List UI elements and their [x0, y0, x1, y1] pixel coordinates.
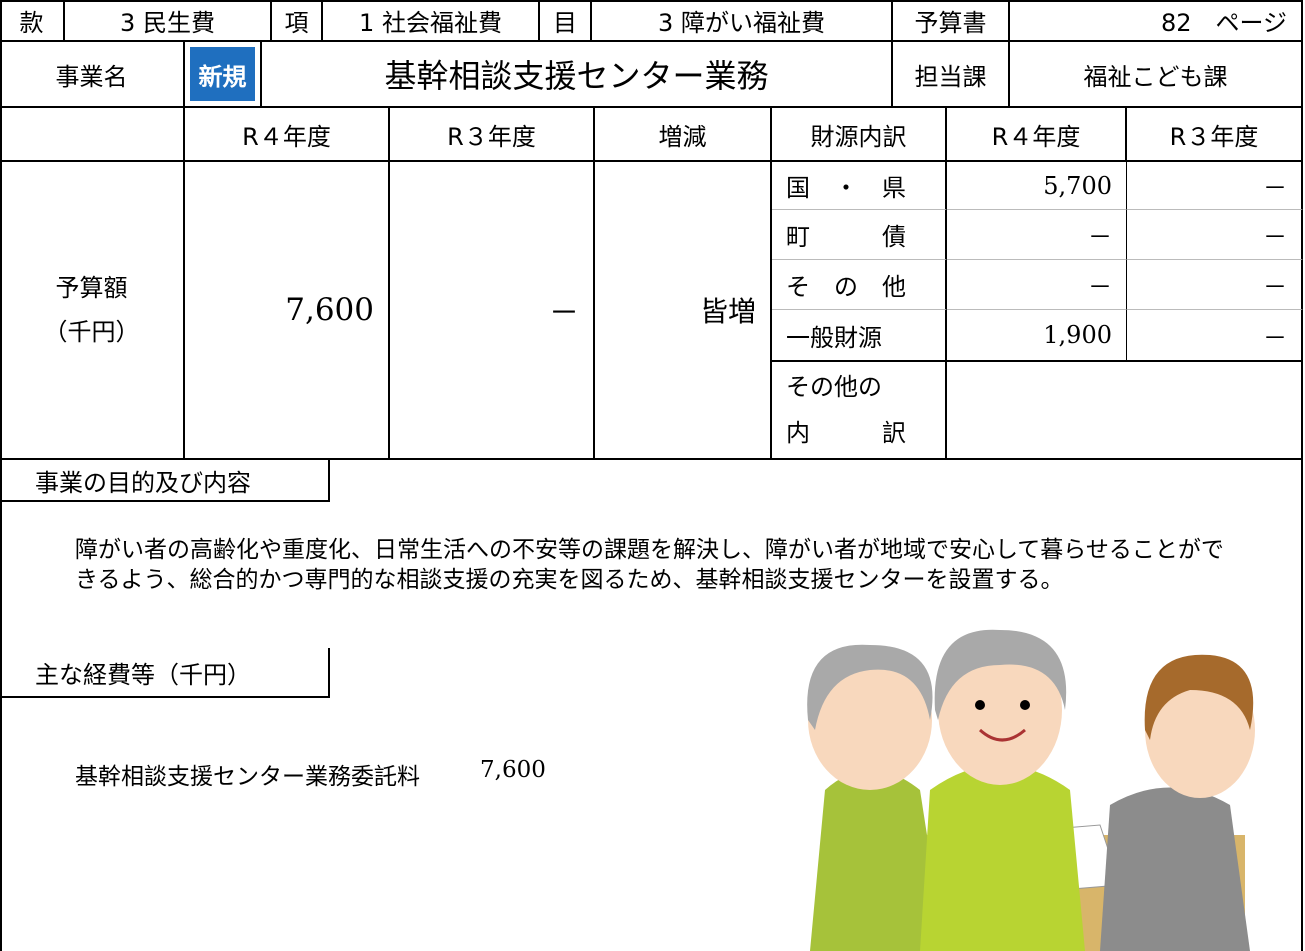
value: 3 障がい福祉費 — [592, 0, 893, 42]
badge: 新規 — [190, 47, 255, 101]
value: 82 ページ — [1010, 0, 1303, 42]
text: その他の — [786, 373, 882, 401]
source-name: 国 ・ 県 — [772, 162, 947, 210]
value: 福祉こども課 — [1010, 42, 1303, 108]
amount: 7,600 — [185, 162, 390, 460]
text: （千円） — [43, 318, 140, 346]
col-header: 財源内訳 — [772, 108, 947, 162]
value: 1 社会福祉費 — [323, 0, 540, 42]
label: 事業名 — [0, 42, 185, 108]
section-tab: 主な経費等（千円） — [0, 648, 330, 698]
amount: － — [1127, 310, 1303, 362]
row-label: 予算額 （千円） — [0, 162, 185, 460]
text: 内 訳 — [786, 419, 906, 447]
label: 予算書 — [893, 0, 1010, 42]
blank — [0, 108, 185, 162]
col-header: R４年度 — [185, 108, 390, 162]
amount: － — [947, 210, 1127, 260]
source-name: 一般財源 — [772, 310, 947, 362]
value: 3 民生費 — [65, 0, 272, 42]
label: 目 — [540, 0, 592, 42]
paragraph: 障がい者の高齢化や重度化、日常生活への不安等の課題を解決し、障がい者が地域で安心… — [75, 537, 1224, 593]
label: 項 — [272, 0, 323, 42]
cost-item: 基幹相談支援センター業務委託料 7,600 — [75, 757, 546, 791]
amount: － — [1127, 162, 1303, 210]
text: 基幹相談支援センター業務委託料 — [75, 764, 420, 790]
col-header: R４年度 — [947, 108, 1127, 162]
project-name: 基幹相談支援センター業務 — [262, 42, 893, 108]
section-tab: 事業の目的及び内容 — [0, 460, 330, 502]
source-name: そ の 他 — [772, 260, 947, 310]
amount: － — [1127, 210, 1303, 260]
source-name: 町 債 — [772, 210, 947, 260]
amount: － — [1127, 260, 1303, 310]
text: 7,600 — [480, 757, 546, 783]
amount: － — [947, 260, 1127, 310]
col-header: 増減 — [595, 108, 772, 162]
blank — [947, 362, 1303, 460]
amount: 1,900 — [947, 310, 1127, 362]
amount: － — [390, 162, 595, 460]
change: 皆増 — [595, 162, 772, 460]
illustration — [807, 629, 1255, 951]
source-name: その他の内 訳 — [772, 362, 947, 460]
text: 予算額 — [55, 274, 128, 302]
badge-cell: 新規 — [185, 42, 262, 108]
label: 担当課 — [893, 42, 1010, 108]
amount: 5,700 — [947, 162, 1127, 210]
col-header: R３年度 — [390, 108, 595, 162]
label: 款 — [0, 0, 65, 42]
col-header: R３年度 — [1127, 108, 1303, 162]
